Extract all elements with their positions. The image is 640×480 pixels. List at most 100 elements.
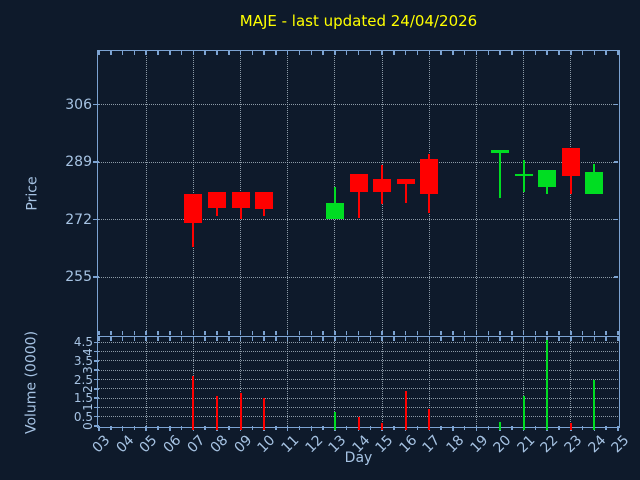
x-minor-tick <box>381 337 383 341</box>
volume-bar-day-10 <box>263 398 266 430</box>
x-minor-tick <box>428 51 431 55</box>
day-gridline <box>475 337 477 426</box>
x-minor-tick <box>286 51 289 55</box>
x-tick <box>322 426 324 430</box>
x-minor-tick <box>452 331 454 335</box>
x-minor-tick <box>357 51 360 55</box>
x-minor-tick <box>487 331 489 335</box>
day-gridline <box>523 337 525 426</box>
x-minor-tick <box>322 51 324 55</box>
x-minor-tick <box>334 331 336 335</box>
volume-ytick <box>94 425 99 427</box>
x-minor-tick <box>345 337 348 341</box>
volume-tick-label: 3.5 <box>73 353 93 368</box>
day-gridline <box>381 337 383 426</box>
x-minor-tick <box>216 51 218 55</box>
x-minor-tick <box>593 51 596 55</box>
x-minor-tick <box>593 331 596 335</box>
volume-tick-label: 4.5 <box>73 335 93 350</box>
day-gridline <box>145 337 147 426</box>
volume-bar-day-9 <box>239 392 242 430</box>
x-minor-tick <box>298 51 301 55</box>
x-tick <box>98 426 100 431</box>
x-minor-tick <box>581 51 584 55</box>
volume-bar-day-7 <box>192 375 195 430</box>
day-gridline <box>334 337 336 426</box>
x-minor-tick <box>192 337 195 341</box>
x-minor-tick <box>192 331 195 335</box>
candle-body-day-24 <box>585 172 604 195</box>
candle-body-day-10 <box>255 192 274 210</box>
x-tick <box>463 426 466 430</box>
day-gridline <box>240 337 242 426</box>
x-minor-tick <box>499 337 501 341</box>
x-minor-tick <box>216 337 218 341</box>
x-minor-tick <box>157 337 159 341</box>
candle-body-day-15 <box>373 178 392 193</box>
candle-body-day-20 <box>491 150 510 153</box>
x-minor-tick <box>133 331 136 335</box>
x-minor-tick <box>440 337 442 341</box>
price-tick-label: 289 <box>65 154 92 170</box>
day-gridline <box>570 337 572 426</box>
x-minor-tick <box>416 331 419 335</box>
volume-bar-day-22 <box>546 340 549 430</box>
price-ytick-right <box>614 161 618 163</box>
volume-gridline <box>99 397 618 399</box>
x-minor-tick <box>511 337 513 341</box>
volume-bar-day-20 <box>499 422 502 430</box>
x-minor-tick <box>404 337 407 341</box>
x-minor-tick <box>334 337 336 341</box>
x-minor-tick <box>522 331 525 335</box>
x-minor-tick <box>239 337 242 341</box>
volume-tick-label: 0.5 <box>73 409 93 424</box>
volume-bar-day-17 <box>428 409 431 430</box>
x-minor-tick <box>381 331 383 335</box>
x-minor-tick <box>404 51 407 55</box>
candle-wick-day-21 <box>522 160 525 193</box>
x-minor-tick <box>404 331 407 335</box>
x-minor-tick <box>546 331 548 335</box>
x-minor-tick <box>216 331 218 335</box>
volume-ytick <box>94 369 99 371</box>
x-minor-tick <box>169 331 171 335</box>
x-minor-tick <box>298 337 301 341</box>
x-minor-tick <box>357 331 360 335</box>
x-tick <box>345 426 348 430</box>
x-minor-tick <box>522 337 525 341</box>
x-minor-tick <box>393 337 395 341</box>
x-minor-tick <box>275 51 277 55</box>
x-tick <box>605 426 607 430</box>
x-tick <box>204 426 206 430</box>
x-tick <box>251 426 254 430</box>
price-tick-label: 272 <box>65 211 92 228</box>
x-minor-tick <box>192 51 195 55</box>
x-minor-tick <box>157 51 159 55</box>
x-minor-tick <box>345 331 348 335</box>
price-gridline <box>99 276 618 278</box>
x-minor-tick <box>546 337 548 341</box>
x-tick <box>617 426 619 431</box>
x-minor-tick <box>263 337 265 341</box>
x-minor-tick <box>251 51 254 55</box>
x-minor-tick <box>345 51 348 55</box>
x-minor-tick <box>534 337 537 341</box>
x-tick <box>286 426 289 431</box>
volume-bar-day-15 <box>381 423 384 430</box>
price-gridline <box>99 219 618 220</box>
x-minor-tick <box>452 337 454 341</box>
volume-bar-day-24 <box>593 379 596 430</box>
x-tick <box>534 426 537 430</box>
candle-body-day-21 <box>514 173 533 177</box>
x-tick <box>110 426 112 430</box>
x-minor-tick <box>605 337 607 341</box>
x-minor-tick <box>463 337 466 341</box>
volume-ytick <box>94 378 99 381</box>
x-minor-tick <box>275 337 277 341</box>
x-minor-tick <box>570 331 572 335</box>
x-minor-tick <box>180 331 183 335</box>
price-tick-label: 255 <box>65 269 92 285</box>
candle-body-day-8 <box>207 192 226 208</box>
